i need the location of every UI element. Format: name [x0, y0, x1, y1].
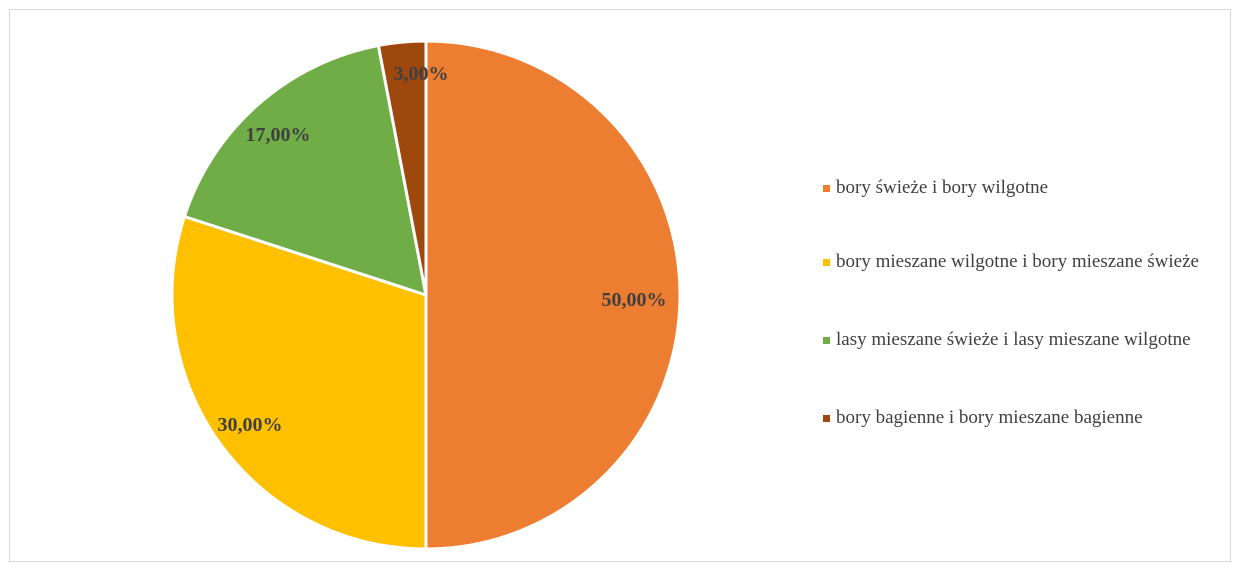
legend-label-lasy-mieszane: lasy mieszane świeże i lasy mieszane wil…	[836, 329, 1191, 350]
legend-swatch-bory-swieze	[823, 185, 830, 192]
legend-label-bory-bagienne: bory bagienne i bory mieszane bagienne	[836, 407, 1143, 428]
legend-item-bory-swieze: bory świeże i bory wilgotne	[823, 175, 1233, 201]
data-labels: 50,00% 30,00% 17,00% 3,00%	[218, 63, 667, 436]
legend-label-bory-swieze: bory świeże i bory wilgotne	[836, 177, 1049, 198]
pie-chart: 50,00% 30,00% 17,00% 3,00%	[170, 39, 682, 551]
legend-swatch-lasy-mieszane	[823, 337, 830, 344]
legend-item-lasy-mieszane: lasy mieszane świeże i lasy mieszane wil…	[823, 327, 1233, 353]
data-label-bory-mieszane: 30,00%	[218, 414, 283, 436]
chart-area: 50,00% 30,00% 17,00% 3,00% bory świeże i bo…	[9, 9, 1231, 562]
pie-slice-bory-bagienne	[376, 39, 428, 297]
pie-slice-lasy-mieszane	[182, 44, 428, 297]
pie-slices	[170, 39, 682, 551]
data-label-lasy-mieszane: 17,00%	[246, 124, 311, 146]
legend-swatch-bory-mieszane	[823, 259, 830, 266]
data-label-bory-bagienne: 3,00%	[394, 63, 449, 85]
data-label-bory-swieze: 50,00%	[602, 289, 667, 311]
legend-swatch-bory-bagienne	[823, 415, 830, 422]
legend-item-bory-mieszane: bory mieszane wilgotne i bory mieszane ś…	[823, 249, 1233, 275]
pie-slice-bory-swieze	[424, 39, 682, 551]
legend-item-bory-bagienne: bory bagienne i bory mieszane bagienne	[823, 405, 1233, 431]
legend-label-bory-mieszane: bory mieszane wilgotne i bory mieszane ś…	[836, 251, 1199, 272]
pie-slice-bory-mieszane	[170, 215, 428, 551]
